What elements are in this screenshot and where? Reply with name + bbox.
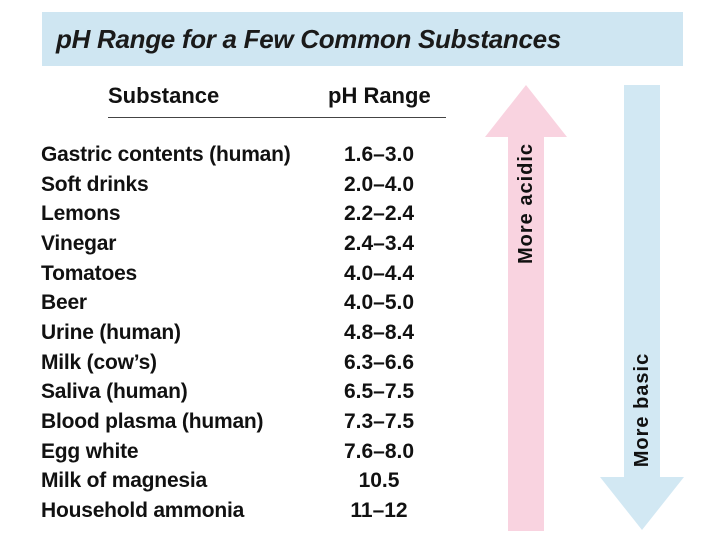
ph-range-value: 6.3–6.6: [343, 350, 415, 374]
ph-range-value: 4.0–4.4: [343, 261, 415, 285]
page-title: pH Range for a Few Common Substances: [56, 23, 561, 54]
substance-name: Blood plasma (human): [41, 410, 264, 434]
title-bar: pH Range for a Few Common Substances: [42, 12, 683, 66]
substance-name: Lemons: [41, 202, 121, 226]
ph-range-value: 2.4–3.4: [343, 231, 415, 255]
substance-name: Milk (cow’s): [41, 350, 157, 374]
header-divider: [108, 117, 446, 118]
table-row: Lemons 2.2–2.4: [41, 199, 461, 229]
substance-name: Gastric contents (human): [41, 142, 291, 166]
ph-range-value: 1.6–3.0: [343, 142, 415, 166]
table-row: Milk (cow’s) 6.3–6.6: [41, 348, 461, 378]
table-row: Urine (human) 4.8–8.4: [41, 318, 461, 348]
substance-name: Urine (human): [41, 320, 181, 344]
ph-range-value: 10.5: [358, 469, 400, 493]
substance-name: Saliva (human): [41, 380, 188, 404]
ph-range-value: 11–12: [350, 499, 408, 523]
substance-name: Beer: [41, 291, 87, 315]
table-row: Tomatoes 4.0–4.4: [41, 259, 461, 289]
header-ph-range: pH Range: [328, 83, 431, 108]
table-row: Saliva (human) 6.5–7.5: [41, 378, 461, 408]
substance-name: Tomatoes: [41, 261, 138, 285]
ph-range-value: 7.6–8.0: [343, 439, 415, 463]
more-acidic-arrow: [485, 85, 567, 531]
substance-table: Gastric contents (human) 1.6–3.0 Soft drin…: [41, 140, 461, 526]
table-row: Soft drinks 2.0–4.0: [41, 170, 461, 200]
table-row: Household ammonia 11–12: [41, 496, 461, 526]
substance-name: Egg white: [41, 439, 139, 463]
substance-name: Milk of magnesia: [41, 469, 208, 493]
ph-range-value: 2.0–4.0: [343, 172, 415, 196]
table-row: Beer 4.0–5.0: [41, 288, 461, 318]
table-row: Egg white 7.6–8.0: [41, 437, 461, 467]
ph-range-value: 4.0–5.0: [343, 291, 415, 315]
ph-range-value: 6.5–7.5: [343, 380, 415, 404]
table-row: Milk of magnesia 10.5: [41, 467, 461, 497]
ph-range-value: 2.2–2.4: [343, 202, 415, 226]
more-basic-arrow: [600, 85, 684, 530]
more-basic-label: More basic: [631, 352, 653, 468]
table-row: Vinegar 2.4–3.4: [41, 229, 461, 259]
more-acidic-label: More acidic: [515, 142, 537, 264]
ph-range-value: 7.3–7.5: [343, 410, 415, 434]
table-row: Blood plasma (human) 7.3–7.5: [41, 407, 461, 437]
table-row: Gastric contents (human) 1.6–3.0: [41, 140, 461, 170]
substance-name: Household ammonia: [41, 499, 245, 523]
header-substance: Substance: [108, 83, 220, 108]
ph-range-value: 4.8–8.4: [343, 320, 415, 344]
substance-name: Soft drinks: [41, 172, 149, 196]
substance-name: Vinegar: [41, 231, 117, 255]
